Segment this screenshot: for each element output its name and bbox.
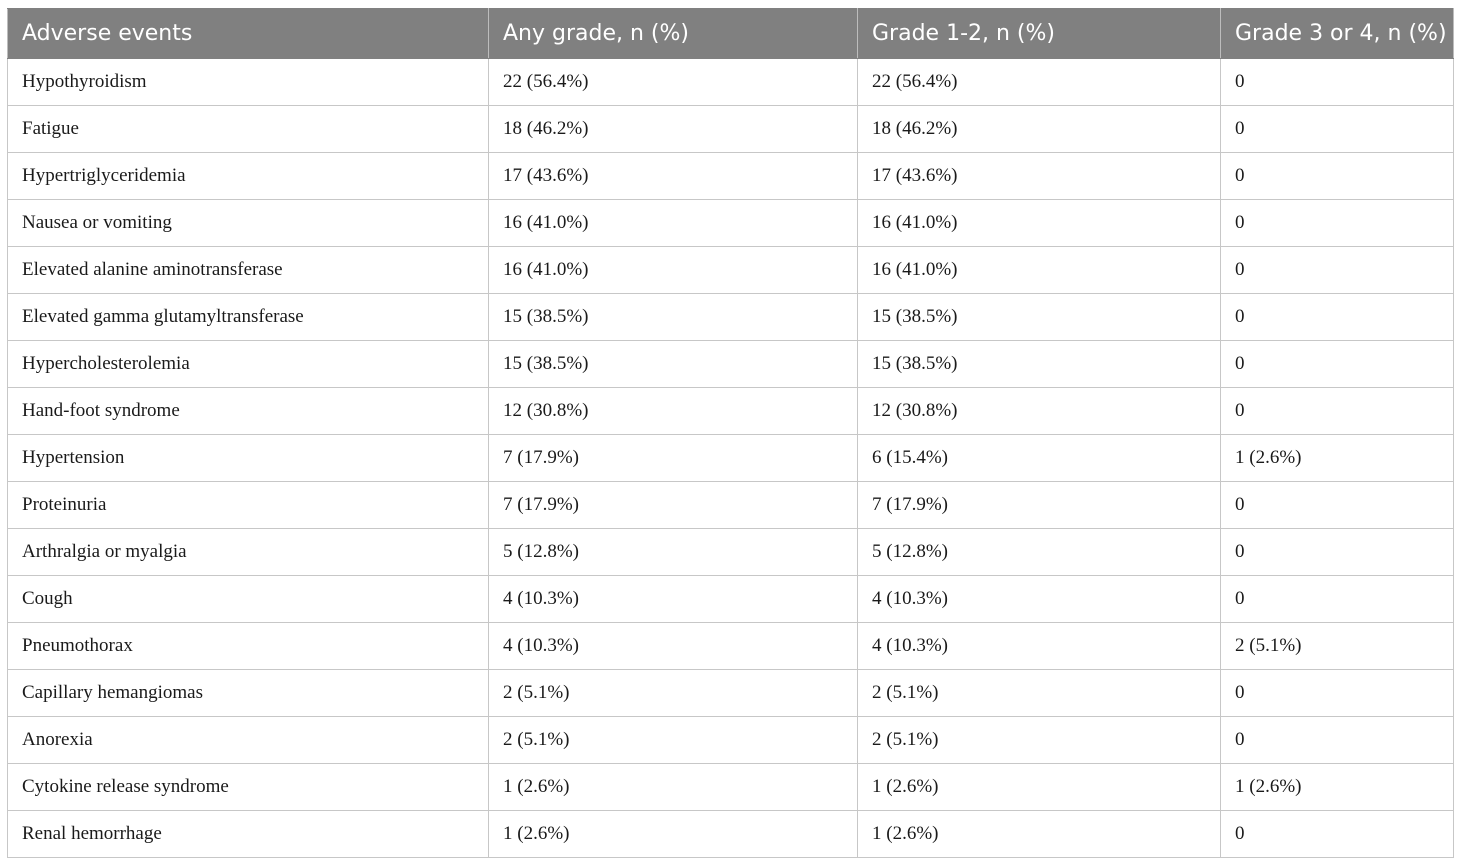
cell-grade-1-2: 22 (56.4%) xyxy=(857,58,1221,106)
cell-grade-3-4: 0 xyxy=(1220,152,1454,200)
cell-grade-3-4: 0 xyxy=(1220,669,1454,717)
cell-grade-1-2: 15 (38.5%) xyxy=(857,340,1221,388)
cell-grade-3-4: 0 xyxy=(1220,716,1454,764)
cell-any-grade: 22 (56.4%) xyxy=(488,58,858,106)
table-row: Nausea or vomiting 16 (41.0%) 16 (41.0%) 0 xyxy=(7,199,1454,247)
table-row: Cough 4 (10.3%) 4 (10.3%) 0 xyxy=(7,575,1454,623)
cell-adverse-event: Anorexia xyxy=(7,716,489,764)
cell-grade-3-4: 1 (2.6%) xyxy=(1220,434,1454,482)
table-header: Adverse events Any grade, n (%) Grade 1-… xyxy=(7,8,1454,59)
cell-grade-3-4: 0 xyxy=(1220,246,1454,294)
cell-any-grade: 5 (12.8%) xyxy=(488,528,858,576)
cell-any-grade: 12 (30.8%) xyxy=(488,387,858,435)
table-row: Proteinuria 7 (17.9%) 7 (17.9%) 0 xyxy=(7,481,1454,529)
cell-adverse-event: Hypercholesterolemia xyxy=(7,340,489,388)
cell-grade-1-2: 17 (43.6%) xyxy=(857,152,1221,200)
adverse-events-table-container: Adverse events Any grade, n (%) Grade 1-… xyxy=(7,8,1454,858)
table-row: Hypertriglyceridemia 17 (43.6%) 17 (43.6%)… xyxy=(7,152,1454,200)
cell-any-grade: 7 (17.9%) xyxy=(488,481,858,529)
cell-adverse-event: Nausea or vomiting xyxy=(7,199,489,247)
cell-grade-1-2: 4 (10.3%) xyxy=(857,575,1221,623)
cell-any-grade: 15 (38.5%) xyxy=(488,340,858,388)
table-row: Arthralgia or myalgia 5 (12.8%) 5 (12.8%) 0 xyxy=(7,528,1454,576)
cell-grade-1-2: 4 (10.3%) xyxy=(857,622,1221,670)
cell-grade-1-2: 5 (12.8%) xyxy=(857,528,1221,576)
header-any-grade: Any grade, n (%) xyxy=(488,8,858,59)
table-row: Hypertension 7 (17.9%) 6 (15.4%) 1 (2.6%) xyxy=(7,434,1454,482)
header-adverse-events: Adverse events xyxy=(7,8,489,59)
cell-any-grade: 4 (10.3%) xyxy=(488,575,858,623)
cell-any-grade: 1 (2.6%) xyxy=(488,810,858,858)
cell-adverse-event: Arthralgia or myalgia xyxy=(7,528,489,576)
cell-any-grade: 16 (41.0%) xyxy=(488,246,858,294)
cell-grade-1-2: 6 (15.4%) xyxy=(857,434,1221,482)
cell-grade-1-2: 2 (5.1%) xyxy=(857,716,1221,764)
cell-any-grade: 2 (5.1%) xyxy=(488,716,858,764)
cell-any-grade: 7 (17.9%) xyxy=(488,434,858,482)
cell-grade-1-2: 15 (38.5%) xyxy=(857,293,1221,341)
cell-adverse-event: Elevated gamma glutamyltransferase xyxy=(7,293,489,341)
cell-adverse-event: Capillary hemangiomas xyxy=(7,669,489,717)
header-row: Adverse events Any grade, n (%) Grade 1-… xyxy=(7,8,1454,59)
table-row: Hand-foot syndrome 12 (30.8%) 12 (30.8%) 0 xyxy=(7,387,1454,435)
cell-grade-1-2: 18 (46.2%) xyxy=(857,105,1221,153)
table-row: Renal hemorrhage 1 (2.6%) 1 (2.6%) 0 xyxy=(7,810,1454,858)
cell-grade-1-2: 16 (41.0%) xyxy=(857,199,1221,247)
cell-any-grade: 18 (46.2%) xyxy=(488,105,858,153)
cell-adverse-event: Renal hemorrhage xyxy=(7,810,489,858)
cell-adverse-event: Hypertension xyxy=(7,434,489,482)
cell-any-grade: 15 (38.5%) xyxy=(488,293,858,341)
cell-grade-1-2: 7 (17.9%) xyxy=(857,481,1221,529)
table-row: Hypothyroidism 22 (56.4%) 22 (56.4%) 0 xyxy=(7,58,1454,106)
cell-any-grade: 2 (5.1%) xyxy=(488,669,858,717)
cell-grade-3-4: 0 xyxy=(1220,199,1454,247)
cell-adverse-event: Hand-foot syndrome xyxy=(7,387,489,435)
cell-any-grade: 1 (2.6%) xyxy=(488,763,858,811)
table-row: Cytokine release syndrome 1 (2.6%) 1 (2.6%… xyxy=(7,763,1454,811)
cell-grade-3-4: 0 xyxy=(1220,340,1454,388)
cell-grade-1-2: 16 (41.0%) xyxy=(857,246,1221,294)
cell-any-grade: 4 (10.3%) xyxy=(488,622,858,670)
cell-grade-3-4: 0 xyxy=(1220,810,1454,858)
table-row: Hypercholesterolemia 15 (38.5%) 15 (38.5%)… xyxy=(7,340,1454,388)
cell-adverse-event: Cytokine release syndrome xyxy=(7,763,489,811)
cell-grade-1-2: 12 (30.8%) xyxy=(857,387,1221,435)
cell-adverse-event: Pneumothorax xyxy=(7,622,489,670)
cell-any-grade: 16 (41.0%) xyxy=(488,199,858,247)
cell-grade-3-4: 0 xyxy=(1220,58,1454,106)
cell-any-grade: 17 (43.6%) xyxy=(488,152,858,200)
header-grade-3-4: Grade 3 or 4, n (%) xyxy=(1220,8,1454,59)
table-row: Elevated gamma glutamyltransferase 15 (38… xyxy=(7,293,1454,341)
table-row: Fatigue 18 (46.2%) 18 (46.2%) 0 xyxy=(7,105,1454,153)
cell-grade-3-4: 0 xyxy=(1220,105,1454,153)
table-body: Hypothyroidism 22 (56.4%) 22 (56.4%) 0 Fatig… xyxy=(7,58,1454,858)
cell-grade-1-2: 1 (2.6%) xyxy=(857,810,1221,858)
cell-adverse-event: Hypertriglyceridemia xyxy=(7,152,489,200)
cell-grade-3-4: 0 xyxy=(1220,528,1454,576)
table-row: Pneumothorax 4 (10.3%) 4 (10.3%) 2 (5.1%) xyxy=(7,622,1454,670)
cell-grade-3-4: 0 xyxy=(1220,575,1454,623)
cell-grade-1-2: 2 (5.1%) xyxy=(857,669,1221,717)
cell-grade-3-4: 2 (5.1%) xyxy=(1220,622,1454,670)
cell-adverse-event: Elevated alanine aminotransferase xyxy=(7,246,489,294)
adverse-events-table: Adverse events Any grade, n (%) Grade 1-… xyxy=(7,8,1454,858)
cell-grade-3-4: 0 xyxy=(1220,293,1454,341)
cell-grade-3-4: 0 xyxy=(1220,387,1454,435)
cell-grade-3-4: 0 xyxy=(1220,481,1454,529)
cell-adverse-event: Cough xyxy=(7,575,489,623)
cell-grade-1-2: 1 (2.6%) xyxy=(857,763,1221,811)
header-grade-1-2: Grade 1-2, n (%) xyxy=(857,8,1221,59)
table-row: Anorexia 2 (5.1%) 2 (5.1%) 0 xyxy=(7,716,1454,764)
table-row: Elevated alanine aminotransferase 16 (41.… xyxy=(7,246,1454,294)
cell-adverse-event: Hypothyroidism xyxy=(7,58,489,106)
table-row: Capillary hemangiomas 2 (5.1%) 2 (5.1%) 0 xyxy=(7,669,1454,717)
cell-adverse-event: Fatigue xyxy=(7,105,489,153)
cell-adverse-event: Proteinuria xyxy=(7,481,489,529)
cell-grade-3-4: 1 (2.6%) xyxy=(1220,763,1454,811)
